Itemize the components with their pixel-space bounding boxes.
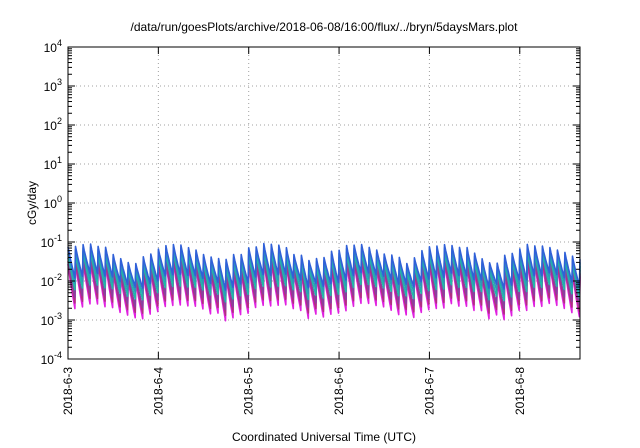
- x-tick-label: 2018-6-4: [151, 367, 165, 415]
- x-tick-label: 2018-6-5: [242, 367, 256, 415]
- y-tick-label: 100: [44, 194, 62, 211]
- x-tick-label: 2018-6-6: [332, 367, 346, 415]
- y-tick-label: 102: [44, 116, 62, 133]
- x-axis-label: Coordinated Universal Time (UTC): [232, 430, 416, 444]
- x-tick-label: 2018-6-3: [61, 367, 75, 415]
- y-tick-label: 10-1: [41, 233, 62, 250]
- y-tick-label: 10-4: [41, 350, 62, 367]
- y-tick-label: 103: [44, 77, 62, 94]
- y-tick-label: 10-2: [41, 272, 62, 289]
- series-line-6: [67, 242, 581, 291]
- y-tick-label: 10-3: [41, 311, 62, 328]
- series-group: [67, 242, 581, 322]
- y-axis: 10-4 10-3 10-2 10-1 100 101 102 103 104: [41, 38, 580, 367]
- y-tick-label: 101: [44, 155, 62, 172]
- chart-title: /data/run/goesPlots/archive/2018-06-08/1…: [131, 20, 519, 34]
- x-axis: 2018-6-3 2018-6-4 2018-6-5 2018-6-6 2018-6-7…: [61, 47, 527, 415]
- y-tick-label: 104: [44, 38, 62, 55]
- x-tick-label: 2018-6-8: [513, 367, 527, 415]
- x-tick-label: 2018-6-7: [422, 367, 436, 415]
- y-axis-label: cGy/day: [25, 181, 39, 225]
